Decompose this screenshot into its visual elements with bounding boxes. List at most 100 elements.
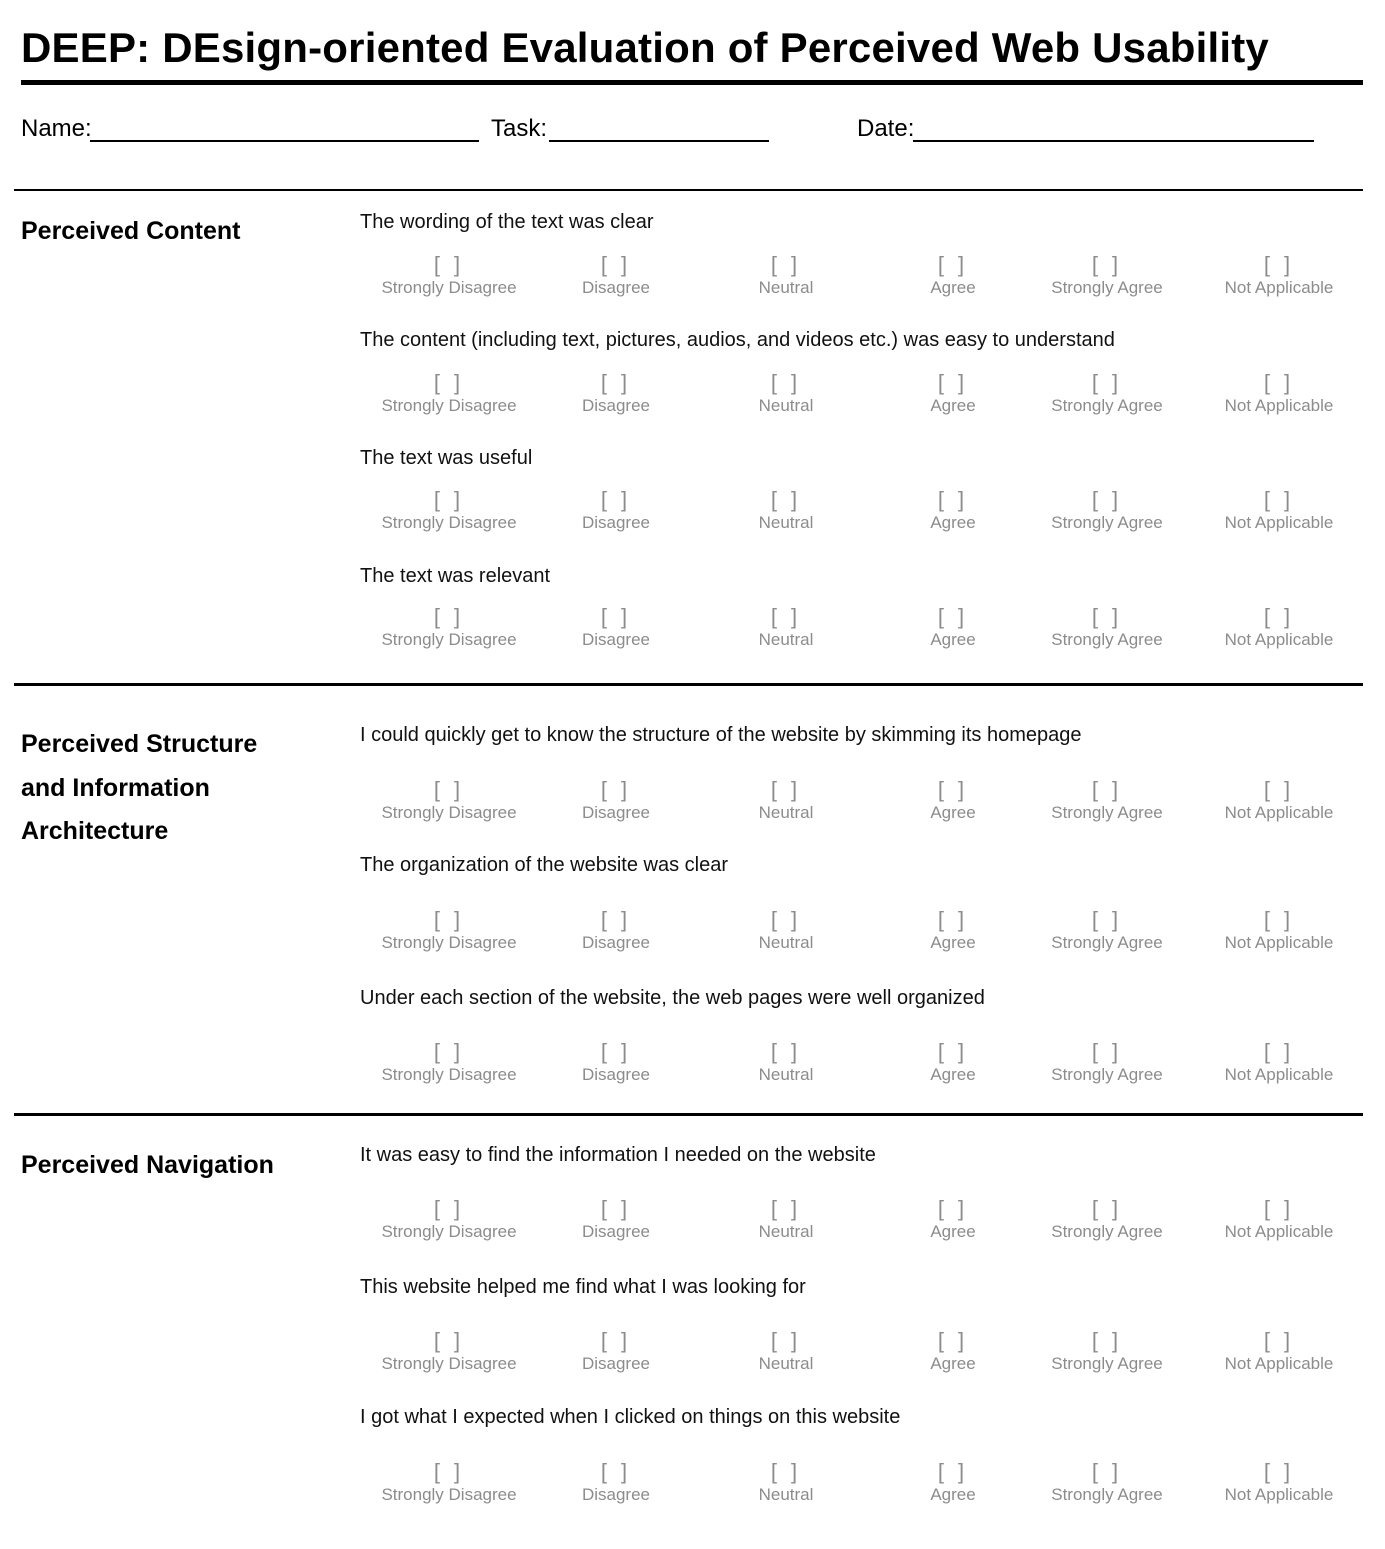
option-strongly-agree[interactable]: [ ] Strongly Agree bbox=[1017, 1460, 1197, 1506]
checkbox[interactable]: [ ] bbox=[770, 907, 802, 932]
checkbox[interactable]: [ ] bbox=[770, 777, 802, 802]
checkbox[interactable]: [ ] bbox=[600, 487, 632, 512]
checkbox[interactable]: [ ] bbox=[937, 487, 969, 512]
checkbox[interactable]: [ ] bbox=[1091, 1196, 1123, 1221]
checkbox[interactable]: [ ] bbox=[1263, 1196, 1295, 1221]
option-strongly-disagree[interactable]: [ ] Strongly Disagree bbox=[359, 908, 539, 954]
checkbox[interactable]: [ ] bbox=[1263, 1459, 1295, 1484]
option-strongly-disagree[interactable]: [ ] Strongly Disagree bbox=[359, 778, 539, 824]
task-field[interactable] bbox=[549, 140, 769, 142]
checkbox[interactable]: [ ] bbox=[433, 370, 465, 395]
name-field[interactable] bbox=[90, 140, 479, 142]
option-strongly-disagree[interactable]: [ ] Strongly Disagree bbox=[359, 253, 539, 299]
option-disagree[interactable]: [ ] Disagree bbox=[526, 605, 706, 651]
option-not-applicable[interactable]: [ ] Not Applicable bbox=[1189, 1329, 1369, 1375]
option-disagree[interactable]: [ ] Disagree bbox=[526, 908, 706, 954]
checkbox[interactable]: [ ] bbox=[1263, 907, 1295, 932]
checkbox[interactable]: [ ] bbox=[433, 1328, 465, 1353]
option-not-applicable[interactable]: [ ] Not Applicable bbox=[1189, 778, 1369, 824]
checkbox[interactable]: [ ] bbox=[600, 777, 632, 802]
option-not-applicable[interactable]: [ ] Not Applicable bbox=[1189, 253, 1369, 299]
option-strongly-agree[interactable]: [ ] Strongly Agree bbox=[1017, 1040, 1197, 1086]
option-strongly-agree[interactable]: [ ] Strongly Agree bbox=[1017, 778, 1197, 824]
option-agree[interactable]: [ ] Agree bbox=[863, 488, 1043, 534]
option-disagree[interactable]: [ ] Disagree bbox=[526, 488, 706, 534]
checkbox[interactable]: [ ] bbox=[770, 252, 802, 277]
checkbox[interactable]: [ ] bbox=[937, 1328, 969, 1353]
checkbox[interactable]: [ ] bbox=[1263, 1328, 1295, 1353]
option-neutral[interactable]: [ ] Neutral bbox=[696, 908, 876, 954]
option-strongly-agree[interactable]: [ ] Strongly Agree bbox=[1017, 1329, 1197, 1375]
option-strongly-disagree[interactable]: [ ] Strongly Disagree bbox=[359, 371, 539, 417]
checkbox[interactable]: [ ] bbox=[937, 370, 969, 395]
checkbox[interactable]: [ ] bbox=[937, 1196, 969, 1221]
option-agree[interactable]: [ ] Agree bbox=[863, 1040, 1043, 1086]
option-strongly-agree[interactable]: [ ] Strongly Agree bbox=[1017, 253, 1197, 299]
checkbox[interactable]: [ ] bbox=[1091, 487, 1123, 512]
checkbox[interactable]: [ ] bbox=[937, 1459, 969, 1484]
option-agree[interactable]: [ ] Agree bbox=[863, 371, 1043, 417]
option-neutral[interactable]: [ ] Neutral bbox=[696, 1040, 876, 1086]
option-neutral[interactable]: [ ] Neutral bbox=[696, 371, 876, 417]
checkbox[interactable]: [ ] bbox=[433, 252, 465, 277]
option-not-applicable[interactable]: [ ] Not Applicable bbox=[1189, 908, 1369, 954]
option-disagree[interactable]: [ ] Disagree bbox=[526, 371, 706, 417]
option-disagree[interactable]: [ ] Disagree bbox=[526, 778, 706, 824]
checkbox[interactable]: [ ] bbox=[1263, 370, 1295, 395]
checkbox[interactable]: [ ] bbox=[937, 1039, 969, 1064]
option-strongly-agree[interactable]: [ ] Strongly Agree bbox=[1017, 371, 1197, 417]
checkbox[interactable]: [ ] bbox=[1091, 907, 1123, 932]
option-strongly-disagree[interactable]: [ ] Strongly Disagree bbox=[359, 488, 539, 534]
checkbox[interactable]: [ ] bbox=[1091, 777, 1123, 802]
checkbox[interactable]: [ ] bbox=[433, 1459, 465, 1484]
checkbox[interactable]: [ ] bbox=[770, 1328, 802, 1353]
option-strongly-disagree[interactable]: [ ] Strongly Disagree bbox=[359, 1040, 539, 1086]
checkbox[interactable]: [ ] bbox=[1091, 1459, 1123, 1484]
option-agree[interactable]: [ ] Agree bbox=[863, 778, 1043, 824]
checkbox[interactable]: [ ] bbox=[770, 604, 802, 629]
option-agree[interactable]: [ ] Agree bbox=[863, 253, 1043, 299]
checkbox[interactable]: [ ] bbox=[937, 604, 969, 629]
checkbox[interactable]: [ ] bbox=[770, 1459, 802, 1484]
date-field[interactable] bbox=[913, 140, 1314, 142]
option-neutral[interactable]: [ ] Neutral bbox=[696, 488, 876, 534]
checkbox[interactable]: [ ] bbox=[433, 1039, 465, 1064]
checkbox[interactable]: [ ] bbox=[937, 907, 969, 932]
option-agree[interactable]: [ ] Agree bbox=[863, 908, 1043, 954]
checkbox[interactable]: [ ] bbox=[433, 777, 465, 802]
checkbox[interactable]: [ ] bbox=[433, 487, 465, 512]
checkbox[interactable]: [ ] bbox=[600, 604, 632, 629]
option-neutral[interactable]: [ ] Neutral bbox=[696, 605, 876, 651]
checkbox[interactable]: [ ] bbox=[600, 370, 632, 395]
checkbox[interactable]: [ ] bbox=[770, 1039, 802, 1064]
checkbox[interactable]: [ ] bbox=[1091, 1328, 1123, 1353]
option-not-applicable[interactable]: [ ] Not Applicable bbox=[1189, 1040, 1369, 1086]
checkbox[interactable]: [ ] bbox=[1263, 252, 1295, 277]
checkbox[interactable]: [ ] bbox=[937, 777, 969, 802]
checkbox[interactable]: [ ] bbox=[937, 252, 969, 277]
option-strongly-agree[interactable]: [ ] Strongly Agree bbox=[1017, 1197, 1197, 1243]
option-not-applicable[interactable]: [ ] Not Applicable bbox=[1189, 1460, 1369, 1506]
option-not-applicable[interactable]: [ ] Not Applicable bbox=[1189, 488, 1369, 534]
option-neutral[interactable]: [ ] Neutral bbox=[696, 1329, 876, 1375]
option-strongly-disagree[interactable]: [ ] Strongly Disagree bbox=[359, 1329, 539, 1375]
option-disagree[interactable]: [ ] Disagree bbox=[526, 1197, 706, 1243]
option-not-applicable[interactable]: [ ] Not Applicable bbox=[1189, 605, 1369, 651]
checkbox[interactable]: [ ] bbox=[1263, 777, 1295, 802]
option-not-applicable[interactable]: [ ] Not Applicable bbox=[1189, 1197, 1369, 1243]
option-agree[interactable]: [ ] Agree bbox=[863, 1329, 1043, 1375]
checkbox[interactable]: [ ] bbox=[600, 252, 632, 277]
option-disagree[interactable]: [ ] Disagree bbox=[526, 253, 706, 299]
option-agree[interactable]: [ ] Agree bbox=[863, 1197, 1043, 1243]
option-neutral[interactable]: [ ] Neutral bbox=[696, 1197, 876, 1243]
option-strongly-agree[interactable]: [ ] Strongly Agree bbox=[1017, 908, 1197, 954]
option-strongly-disagree[interactable]: [ ] Strongly Disagree bbox=[359, 1197, 539, 1243]
checkbox[interactable]: [ ] bbox=[600, 1196, 632, 1221]
option-strongly-agree[interactable]: [ ] Strongly Agree bbox=[1017, 488, 1197, 534]
option-strongly-disagree[interactable]: [ ] Strongly Disagree bbox=[359, 605, 539, 651]
option-neutral[interactable]: [ ] Neutral bbox=[696, 1460, 876, 1506]
checkbox[interactable]: [ ] bbox=[1091, 604, 1123, 629]
checkbox[interactable]: [ ] bbox=[770, 1196, 802, 1221]
checkbox[interactable]: [ ] bbox=[770, 487, 802, 512]
checkbox[interactable]: [ ] bbox=[1091, 370, 1123, 395]
